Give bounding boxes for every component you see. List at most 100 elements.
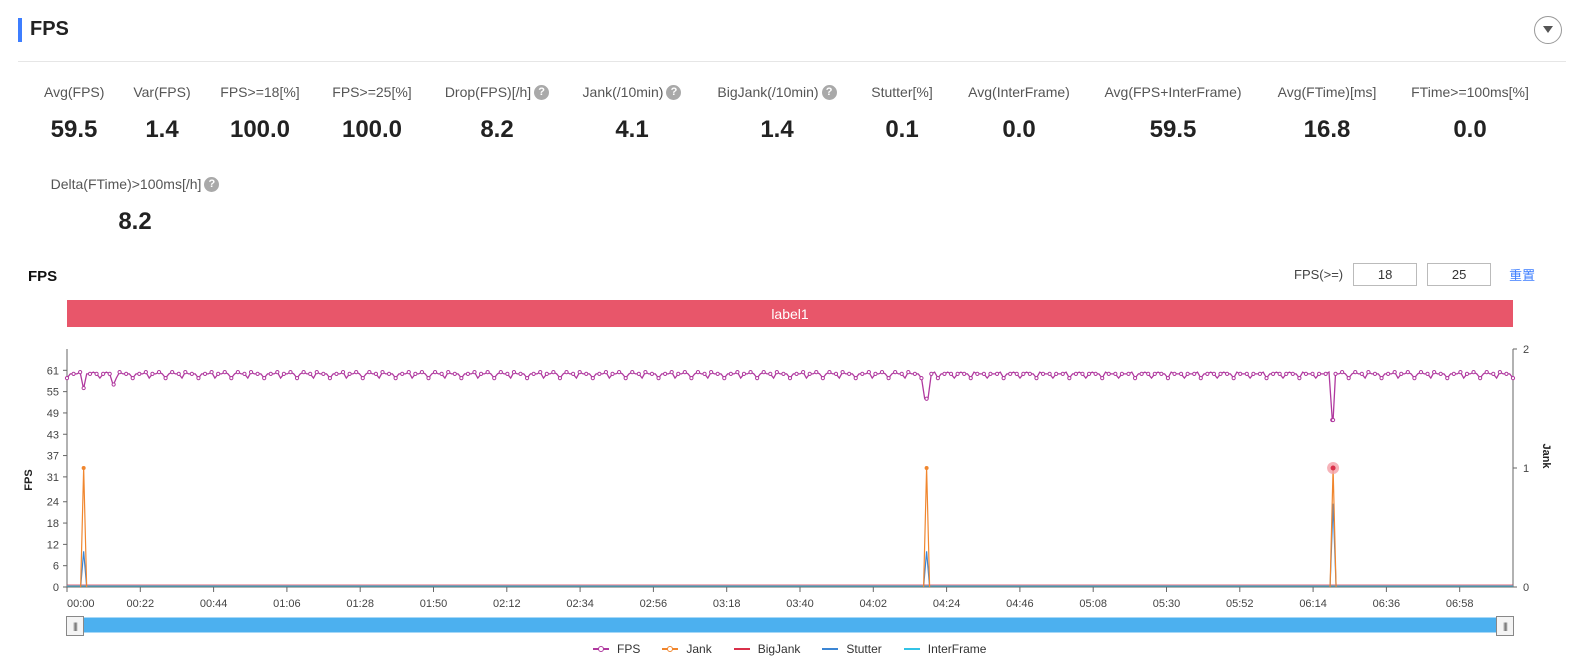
fps-point xyxy=(814,369,819,375)
x-tick-label: 01:06 xyxy=(273,598,301,610)
fps-point xyxy=(1086,371,1092,376)
legend-label: BigJank xyxy=(757,642,801,656)
fps-point xyxy=(511,369,517,375)
fps-point xyxy=(1412,376,1417,381)
fps-threshold-high-input[interactable] xyxy=(1427,263,1492,286)
fps-threshold-controls: FPS(>=) 重置 xyxy=(1294,263,1535,286)
fps-point xyxy=(1257,371,1263,376)
x-tick-label: 06:36 xyxy=(1373,598,1401,610)
fps-point xyxy=(715,371,720,376)
fps-threshold-low-input[interactable] xyxy=(1353,263,1418,286)
fps-point xyxy=(400,371,405,376)
fps-point xyxy=(465,371,471,376)
fps-point xyxy=(498,369,503,375)
legend-item-stutter[interactable]: Stutter xyxy=(822,642,882,656)
fps-point xyxy=(1008,371,1013,376)
section-header: FPS xyxy=(18,14,1566,62)
collapse-toggle-button[interactable] xyxy=(1534,16,1562,44)
fps-point xyxy=(406,369,411,375)
y-axis-right-title: Jank xyxy=(1540,443,1552,469)
metric-var-fps: Var(FPS) 1.4 xyxy=(132,84,192,144)
fps-point xyxy=(1438,371,1443,376)
reset-link[interactable]: 重置 xyxy=(1509,268,1536,283)
fps-point xyxy=(1310,371,1315,376)
metric-value: 8.2 xyxy=(480,116,514,143)
fps-point xyxy=(189,371,194,376)
metric-label: Avg(InterFrame) xyxy=(968,84,1070,100)
metric-value: 59.5 xyxy=(1149,116,1197,143)
fps-point xyxy=(446,369,451,375)
metric-label-text: Drop(FPS)[/h] xyxy=(444,84,532,100)
fps-point xyxy=(1001,376,1006,381)
zoom-slider[interactable]: ||| ||| xyxy=(66,616,1514,636)
x-tick-label: 05:52 xyxy=(1226,598,1254,610)
highlight-point-core xyxy=(1330,465,1336,471)
help-icon[interactable]: ? xyxy=(666,84,682,100)
stutter-spike xyxy=(80,551,88,588)
fps-point xyxy=(242,371,247,376)
fps-point xyxy=(886,376,891,381)
fps-point xyxy=(373,371,379,376)
fps-point xyxy=(741,371,747,376)
fps-point xyxy=(584,371,589,376)
slider-handle-left[interactable]: ||| xyxy=(66,616,84,636)
x-tick-label: 00:44 xyxy=(200,598,228,610)
fps-point xyxy=(820,376,825,381)
legend-swatch xyxy=(593,644,609,654)
fps-point xyxy=(1386,371,1391,376)
fps-point xyxy=(452,371,457,376)
metric-label: Avg(FPS) xyxy=(44,84,105,100)
fps-point xyxy=(735,369,740,375)
fps-threshold-label: FPS(>=) xyxy=(1294,267,1344,282)
metric-value: 1.4 xyxy=(760,116,794,143)
legend-item-interframe[interactable]: InterFrame xyxy=(903,642,986,656)
fps-point xyxy=(107,371,112,376)
fps-point xyxy=(1211,371,1217,376)
jank-spike xyxy=(80,467,88,588)
fps-point xyxy=(787,376,793,381)
fps-point xyxy=(1372,371,1378,376)
fps-point xyxy=(988,371,993,376)
legend-item-jank[interactable]: Jank xyxy=(662,642,712,656)
fps-point xyxy=(1119,371,1125,376)
legend-item-fps[interactable]: FPS xyxy=(593,642,640,656)
fps-point xyxy=(235,369,240,375)
fps-point xyxy=(801,369,806,375)
help-icon[interactable]: ? xyxy=(821,84,837,100)
fps-point xyxy=(774,369,779,375)
fps-point xyxy=(1054,371,1059,376)
fps-point xyxy=(196,376,201,381)
fps-point xyxy=(294,376,300,381)
jank-spike xyxy=(1329,467,1337,588)
x-tick-label: 04:24 xyxy=(933,598,961,610)
fps-point xyxy=(275,369,280,375)
metric-delta-ftime: Delta(FTime)>100ms[/h]? 8.2 xyxy=(44,176,226,236)
y-axis-left-title: FPS xyxy=(23,469,35,490)
y-left-tick-label: 55 xyxy=(47,387,59,399)
fps-point xyxy=(1297,376,1302,381)
fps-point xyxy=(1497,369,1502,375)
fps-point xyxy=(347,371,352,376)
help-icon[interactable]: ? xyxy=(534,84,550,100)
fps-point xyxy=(571,371,576,376)
fps-point xyxy=(1484,369,1489,375)
label-band[interactable]: label1 xyxy=(67,300,1513,327)
x-tick-label: 04:02 xyxy=(860,598,888,610)
fps-point xyxy=(156,369,162,375)
x-tick-label: 03:18 xyxy=(713,598,741,610)
legend-item-bigjank[interactable]: BigJank xyxy=(733,642,801,656)
fps-point xyxy=(623,376,628,381)
help-icon[interactable]: ? xyxy=(204,176,220,192)
fps-point xyxy=(551,369,556,375)
label-band-text: label1 xyxy=(771,305,809,322)
slider-handle-right[interactable]: ||| xyxy=(1496,616,1514,636)
metric-avg-fps: Avg(FPS) 59.5 xyxy=(44,84,104,144)
x-tick-label: 00:00 xyxy=(67,598,95,610)
fps-point xyxy=(1425,371,1430,376)
fps-point xyxy=(367,369,372,375)
fps-point xyxy=(1277,371,1282,376)
fps-point xyxy=(130,376,135,381)
fps-point xyxy=(117,369,122,375)
fps-point xyxy=(597,371,602,376)
